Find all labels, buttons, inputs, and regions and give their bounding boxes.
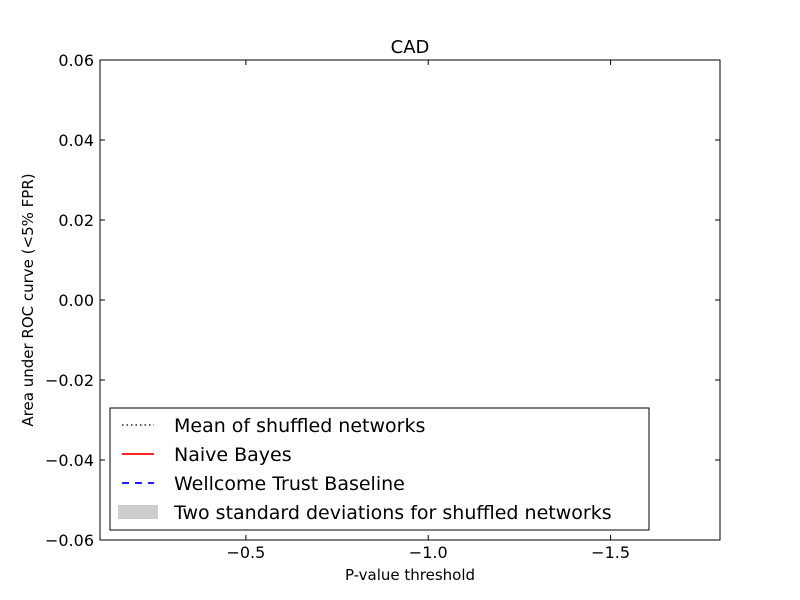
legend-swatch [118, 505, 158, 519]
legend-entry: Wellcome Trust Baseline [122, 473, 405, 495]
x-axis: −0.5 −1.0 −1.5 [226, 60, 630, 562]
y-tick-label: 0.06 [58, 51, 94, 70]
y-tick-label: 0.04 [58, 131, 94, 150]
legend-box [109, 407, 650, 531]
y-tick-label: 0.00 [58, 291, 94, 310]
x-tick-label: −0.5 [226, 543, 265, 562]
x-tick-label: −1.5 [591, 543, 630, 562]
y-axis: 0.06 0.04 0.02 0.00 −0.02 −0.04 −0.06 [45, 51, 720, 550]
y-tick-label: −0.02 [45, 371, 94, 390]
y-tick-label: −0.04 [45, 451, 94, 470]
legend-label: Mean of shuffled networks [174, 415, 425, 437]
chart-title: CAD [391, 37, 430, 58]
y-tick-label: 0.02 [58, 211, 94, 230]
y-tick-label: −0.06 [45, 531, 94, 550]
legend-label: Two standard deviations for shuffled net… [173, 502, 612, 524]
x-tick-label: −1.0 [409, 543, 448, 562]
legend-entry: Two standard deviations for shuffled net… [118, 502, 612, 524]
x-axis-label: P-value threshold [345, 566, 475, 584]
legend-label: Wellcome Trust Baseline [174, 473, 405, 495]
legend-entry: Naive Bayes [122, 444, 292, 466]
legend-label: Naive Bayes [174, 444, 292, 466]
legend-entry: Mean of shuffled networks [122, 415, 425, 437]
y-axis-label: Area under ROC curve (<5% FPR) [19, 173, 37, 426]
legend: Mean of shuffled networks Naive Bayes Well… [109, 407, 650, 531]
